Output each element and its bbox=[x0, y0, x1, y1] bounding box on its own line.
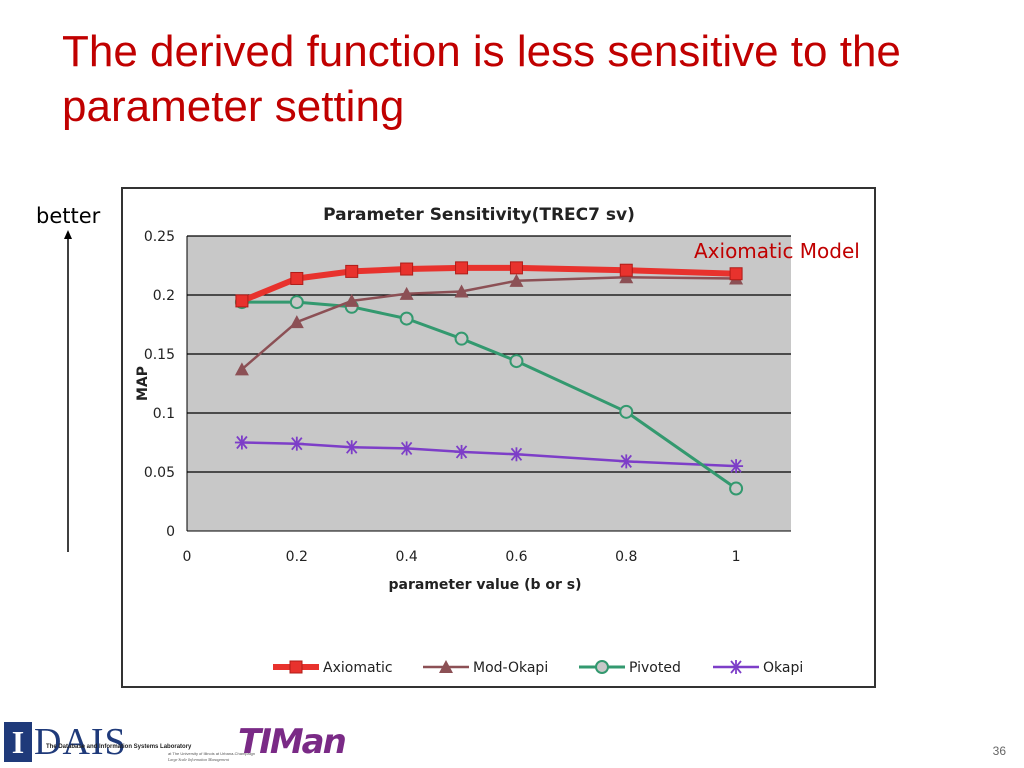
better-label: better bbox=[36, 204, 101, 228]
x-tick-label: 0.2 bbox=[286, 549, 308, 565]
data-point bbox=[595, 660, 609, 674]
x-tick-label: 1 bbox=[732, 549, 741, 565]
dais-subtitle-university: at The University of Illinois at Urbana-… bbox=[168, 751, 256, 756]
y-tick-label: 0.15 bbox=[144, 347, 175, 363]
data-point bbox=[345, 264, 359, 278]
data-point bbox=[289, 436, 304, 451]
page-number: 36 bbox=[992, 744, 1006, 758]
legend-item: Pivoted bbox=[579, 660, 681, 676]
series-axiomatic bbox=[235, 261, 743, 308]
data-point bbox=[729, 481, 744, 496]
data-point bbox=[400, 262, 414, 276]
data-point bbox=[509, 261, 523, 275]
legend-label: Mod-Okapi bbox=[473, 660, 548, 676]
footer-logos: I DAIS The Database and Information Syst… bbox=[0, 718, 347, 768]
data-point bbox=[344, 293, 359, 307]
data-point bbox=[729, 267, 743, 281]
data-point bbox=[454, 284, 469, 298]
legend-item: Mod-Okapi bbox=[423, 660, 548, 676]
illinois-logo: I bbox=[4, 722, 32, 762]
dais-subtitle-tagline: Large Scale Information Management bbox=[168, 757, 230, 762]
y-tick-label: 0.1 bbox=[153, 406, 175, 422]
legend-item: Axiomatic bbox=[273, 660, 393, 676]
x-axis-title: parameter value (b or s) bbox=[389, 577, 582, 593]
dais-subtitle: The Database and Information Systems Lab… bbox=[46, 744, 192, 750]
data-point bbox=[289, 295, 304, 310]
data-point bbox=[399, 441, 414, 456]
timan-logo: TIMan bbox=[238, 722, 347, 762]
data-point bbox=[290, 271, 304, 285]
x-tick-label: 0 bbox=[183, 549, 192, 565]
x-tick-label: 0.6 bbox=[505, 549, 527, 565]
data-point bbox=[619, 404, 634, 419]
data-point bbox=[729, 660, 743, 674]
series-line bbox=[240, 264, 737, 304]
data-point bbox=[289, 315, 304, 329]
legend-label: Pivoted bbox=[629, 660, 681, 676]
y-tick-label: 0.2 bbox=[153, 288, 175, 304]
series-line bbox=[241, 441, 737, 468]
data-point bbox=[454, 331, 469, 346]
series-mod-okapi bbox=[234, 270, 744, 376]
data-point bbox=[455, 261, 469, 275]
series-okapi bbox=[234, 435, 744, 474]
slide-title: The derived function is less sensitive t… bbox=[62, 27, 901, 131]
legend-item: Okapi bbox=[713, 660, 803, 676]
chart-frame: Parameter Sensitivity(TREC7 sv) 0 0.05 0.1 0… bbox=[121, 187, 876, 688]
axiomatic-model-annotation: Axiomatic Model bbox=[694, 239, 860, 263]
legend-label: Okapi bbox=[763, 660, 803, 676]
data-point bbox=[619, 263, 633, 277]
plot-area bbox=[187, 236, 791, 531]
data-point bbox=[619, 454, 634, 469]
data-point bbox=[509, 273, 524, 287]
data-point bbox=[439, 660, 453, 673]
data-point bbox=[399, 311, 414, 326]
data-point bbox=[235, 294, 249, 308]
x-tick-label: 0.4 bbox=[396, 549, 418, 565]
data-point bbox=[509, 354, 524, 369]
dais-logo: DAIS bbox=[34, 721, 127, 763]
data-point bbox=[509, 447, 524, 462]
y-axis-title: MAP bbox=[135, 366, 151, 401]
series-line bbox=[241, 300, 737, 490]
parameter-sensitivity-chart: Parameter Sensitivity(TREC7 sv) 0 0.05 0.1 0… bbox=[135, 205, 803, 676]
data-point bbox=[729, 459, 744, 474]
data-point bbox=[234, 362, 249, 376]
y-tick-label: 0 bbox=[166, 524, 175, 540]
series-line bbox=[241, 276, 737, 371]
data-point bbox=[619, 270, 634, 284]
data-point bbox=[344, 440, 359, 455]
data-point bbox=[399, 286, 414, 300]
data-point bbox=[454, 444, 469, 459]
data-point bbox=[289, 660, 303, 674]
better-arrow-icon bbox=[64, 230, 72, 552]
y-tick-label: 0.25 bbox=[144, 229, 175, 245]
chart-title: Parameter Sensitivity(TREC7 sv) bbox=[323, 205, 635, 225]
legend-label: Axiomatic bbox=[323, 660, 393, 676]
y-tick-label: 0.05 bbox=[144, 465, 175, 481]
data-point bbox=[234, 435, 249, 450]
x-tick-label: 0.8 bbox=[615, 549, 637, 565]
